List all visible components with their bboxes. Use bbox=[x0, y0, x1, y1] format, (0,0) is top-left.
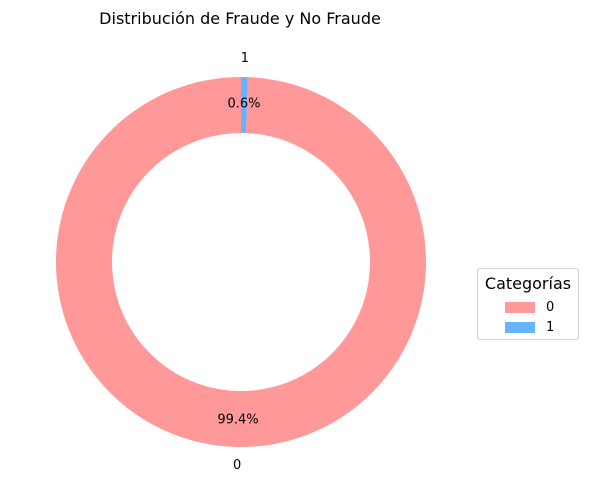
legend-swatch-0 bbox=[505, 302, 535, 313]
slice-label-0: 0 bbox=[233, 458, 241, 473]
legend: Categorías 0 1 bbox=[477, 268, 579, 340]
legend-title: Categorías bbox=[484, 274, 572, 293]
legend-swatch-1 bbox=[505, 322, 535, 333]
donut-slice-0 bbox=[56, 77, 427, 448]
percent-label-0: 99.4% bbox=[217, 412, 258, 427]
legend-label-1: 1 bbox=[546, 320, 555, 335]
percent-label-1: 0.6% bbox=[227, 97, 260, 112]
donut-slices bbox=[56, 77, 427, 448]
slice-label-1: 1 bbox=[241, 51, 249, 66]
chart-title: Distribución de Fraude y No Fraude bbox=[99, 9, 381, 28]
slice-labels: 0 99.4% 1 0.6% bbox=[217, 51, 260, 473]
legend-label-0: 0 bbox=[546, 300, 555, 315]
donut-slice-1 bbox=[241, 77, 248, 134]
